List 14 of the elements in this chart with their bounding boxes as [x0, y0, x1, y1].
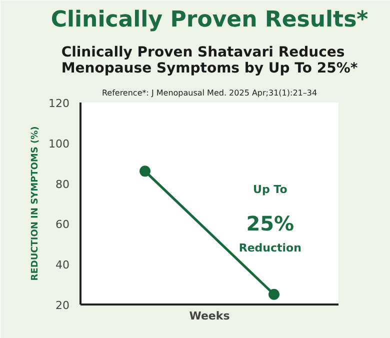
- y-tick-label: 40: [56, 258, 70, 272]
- y-tick-label: 120: [48, 97, 70, 110]
- annotation: Up To: [253, 182, 288, 196]
- y-tick-label: 80: [56, 178, 70, 191]
- annotation: Reduction: [238, 241, 302, 254]
- y-tick-label: 100: [48, 137, 70, 150]
- y-axis-title: REDUCTION IN SYMPTOMS (%): [30, 126, 41, 281]
- x-axis-title: Weeks: [189, 310, 230, 322]
- chart-title: Clinically Proven Results*: [50, 8, 369, 32]
- y-tick-label: 60: [56, 218, 70, 232]
- y-tick-label: 20: [56, 299, 70, 312]
- annotation: 25%: [246, 212, 294, 236]
- chart-subtitle: Clinically Proven Shatavari Reduces Menopause Symptoms by Up To 25%*: [61, 44, 358, 76]
- text: Reference*: J Menopausal Med. 2025 Apr;31(1):21–34: [102, 88, 318, 98]
